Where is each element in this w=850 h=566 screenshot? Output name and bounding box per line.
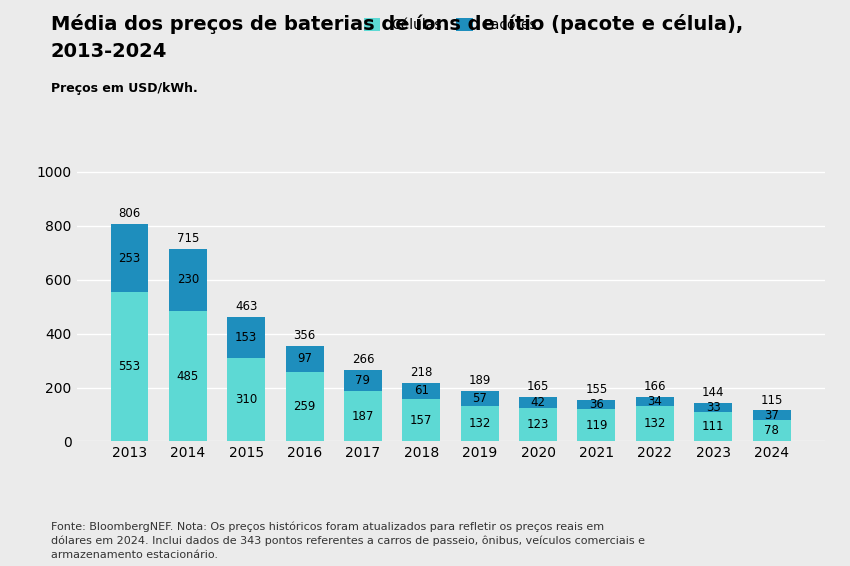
Text: 166: 166 bbox=[643, 380, 666, 393]
Bar bbox=[636, 406, 674, 441]
Text: 157: 157 bbox=[411, 414, 433, 427]
Bar bbox=[344, 391, 382, 441]
Text: 144: 144 bbox=[702, 386, 724, 399]
Text: 806: 806 bbox=[118, 208, 140, 221]
Bar bbox=[577, 400, 615, 409]
Bar bbox=[286, 372, 324, 441]
Bar bbox=[227, 317, 265, 358]
Bar bbox=[227, 358, 265, 441]
Text: 132: 132 bbox=[468, 417, 490, 430]
Text: 259: 259 bbox=[293, 400, 315, 413]
Bar bbox=[402, 383, 440, 399]
Text: 253: 253 bbox=[118, 252, 140, 265]
Text: 97: 97 bbox=[298, 352, 312, 365]
Text: Fonte: BloombergNEF. Nota: Os preços históricos foram atualizados para refletir : Fonte: BloombergNEF. Nota: Os preços his… bbox=[51, 521, 645, 560]
Text: 153: 153 bbox=[235, 331, 258, 344]
Text: Média dos preços de baterias de íons de lítio (pacote e célula),: Média dos preços de baterias de íons de … bbox=[51, 14, 743, 34]
Text: 230: 230 bbox=[177, 273, 199, 286]
Bar bbox=[519, 397, 557, 408]
Bar bbox=[752, 410, 790, 421]
Bar bbox=[752, 421, 790, 441]
Bar bbox=[461, 391, 499, 406]
Text: 61: 61 bbox=[414, 384, 428, 397]
Bar bbox=[110, 224, 149, 293]
Text: 123: 123 bbox=[527, 418, 549, 431]
Text: 2013-2024: 2013-2024 bbox=[51, 42, 167, 62]
Text: 485: 485 bbox=[177, 370, 199, 383]
Text: Preços em USD/kWh.: Preços em USD/kWh. bbox=[51, 82, 198, 95]
Text: 189: 189 bbox=[468, 374, 490, 387]
Text: 36: 36 bbox=[589, 398, 604, 411]
Text: 356: 356 bbox=[293, 329, 315, 342]
Bar bbox=[694, 402, 732, 411]
Text: 119: 119 bbox=[585, 419, 608, 432]
Text: 34: 34 bbox=[648, 395, 662, 408]
Bar bbox=[694, 411, 732, 441]
Text: 463: 463 bbox=[235, 300, 258, 313]
Text: 111: 111 bbox=[702, 420, 724, 433]
Text: 33: 33 bbox=[706, 401, 721, 414]
Bar bbox=[577, 409, 615, 441]
Text: 37: 37 bbox=[764, 409, 779, 422]
Bar bbox=[169, 311, 207, 441]
Bar bbox=[344, 370, 382, 391]
Text: 218: 218 bbox=[411, 366, 433, 379]
Bar bbox=[169, 249, 207, 311]
Text: 79: 79 bbox=[355, 374, 371, 387]
Bar bbox=[402, 399, 440, 441]
Text: 165: 165 bbox=[527, 380, 549, 393]
Text: 187: 187 bbox=[352, 410, 374, 423]
Text: 132: 132 bbox=[643, 417, 666, 430]
Text: 155: 155 bbox=[586, 383, 608, 396]
Text: 715: 715 bbox=[177, 232, 199, 245]
Text: 553: 553 bbox=[118, 361, 140, 374]
Text: 115: 115 bbox=[761, 394, 783, 407]
Text: 57: 57 bbox=[473, 392, 487, 405]
Text: 42: 42 bbox=[530, 396, 546, 409]
Bar bbox=[636, 397, 674, 406]
Legend: Células, Pacotes: Células, Pacotes bbox=[364, 18, 537, 32]
Bar bbox=[110, 293, 149, 441]
Text: 78: 78 bbox=[764, 424, 779, 438]
Bar bbox=[461, 406, 499, 441]
Text: 310: 310 bbox=[235, 393, 258, 406]
Bar bbox=[519, 408, 557, 441]
Text: 266: 266 bbox=[352, 353, 374, 366]
Bar bbox=[286, 345, 324, 372]
